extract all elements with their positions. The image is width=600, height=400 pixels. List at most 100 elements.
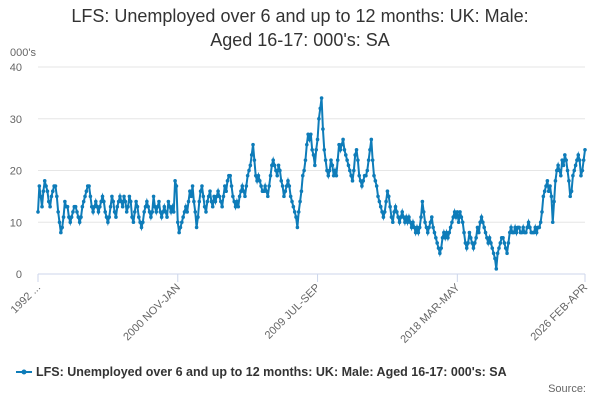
data-point <box>493 256 497 261</box>
data-point <box>542 189 547 193</box>
data-point <box>521 225 525 230</box>
data-point <box>468 235 473 240</box>
data-point <box>319 96 324 100</box>
data-point <box>268 173 273 178</box>
data-point <box>225 179 230 183</box>
data-point <box>491 251 496 256</box>
data-point <box>429 215 434 219</box>
data-point <box>424 225 429 230</box>
data-point <box>69 215 74 219</box>
data-point <box>220 204 224 209</box>
data-point <box>40 204 44 209</box>
data-point <box>416 230 421 235</box>
data-point <box>325 168 329 173</box>
data-point <box>554 168 559 173</box>
data-point <box>280 184 285 188</box>
data-point <box>190 184 195 188</box>
data-point <box>343 153 348 157</box>
data-point <box>497 246 501 250</box>
data-point <box>376 194 380 199</box>
data-point <box>80 204 85 209</box>
data-point <box>170 204 175 209</box>
data-point <box>131 220 136 225</box>
data-point <box>174 184 179 188</box>
data-point <box>400 210 405 214</box>
data-point <box>396 215 400 219</box>
data-point <box>241 189 246 193</box>
x-tick-label: 2000 NOV-JAN <box>121 282 183 344</box>
data-point <box>102 199 106 204</box>
data-point <box>575 158 579 162</box>
data-point <box>300 173 305 178</box>
data-point <box>509 225 513 230</box>
data-point <box>364 173 368 178</box>
data-point <box>166 199 171 204</box>
data-point <box>427 225 431 230</box>
data-point <box>464 246 469 250</box>
data-point <box>489 241 493 245</box>
data-point <box>458 210 462 214</box>
data-point <box>122 194 126 199</box>
data-point <box>524 230 528 235</box>
data-point <box>520 230 524 235</box>
data-point <box>411 220 415 225</box>
data-point <box>184 204 188 209</box>
data-point <box>143 204 148 209</box>
data-point <box>83 194 87 199</box>
data-point <box>253 173 258 178</box>
data-point <box>279 179 284 183</box>
data-point <box>155 204 160 209</box>
data-point <box>438 251 442 256</box>
data-point <box>103 210 107 214</box>
data-point <box>329 158 333 162</box>
data-point <box>373 179 378 183</box>
data-point <box>349 173 353 178</box>
data-point <box>537 225 542 230</box>
data-point <box>405 220 410 225</box>
data-point <box>73 204 78 209</box>
data-point <box>239 189 243 193</box>
data-point <box>163 210 168 214</box>
data-point <box>501 235 505 240</box>
data-point <box>526 220 531 225</box>
data-point <box>271 158 275 162</box>
data-point <box>322 148 327 152</box>
data-point <box>556 163 560 168</box>
data-point <box>357 173 362 178</box>
data-point <box>498 241 503 245</box>
data-point <box>112 210 117 214</box>
data-point <box>165 215 169 219</box>
data-point <box>159 215 164 219</box>
data-point <box>583 148 587 152</box>
data-point <box>38 194 43 199</box>
data-point <box>339 142 344 147</box>
data-point <box>130 215 134 219</box>
data-point <box>67 215 71 219</box>
data-point <box>432 230 437 235</box>
data-point <box>57 220 62 225</box>
data-point <box>266 194 270 199</box>
data-point <box>237 194 242 199</box>
data-point <box>485 235 489 240</box>
data-point <box>477 230 481 235</box>
data-point <box>434 235 438 240</box>
data-point <box>388 204 392 209</box>
data-point <box>436 246 441 250</box>
data-point <box>276 163 281 168</box>
data-point <box>517 225 521 230</box>
data-point <box>244 184 249 188</box>
data-point <box>93 199 98 204</box>
data-point <box>240 184 245 188</box>
data-point <box>201 194 206 199</box>
data-point <box>36 210 40 214</box>
data-point <box>185 210 189 214</box>
data-point <box>287 184 292 188</box>
data-point <box>393 204 398 209</box>
data-point <box>77 220 82 225</box>
data-point <box>423 220 427 225</box>
data-point <box>486 241 491 245</box>
data-point <box>194 225 199 230</box>
data-point <box>218 199 223 204</box>
data-point <box>139 225 144 230</box>
